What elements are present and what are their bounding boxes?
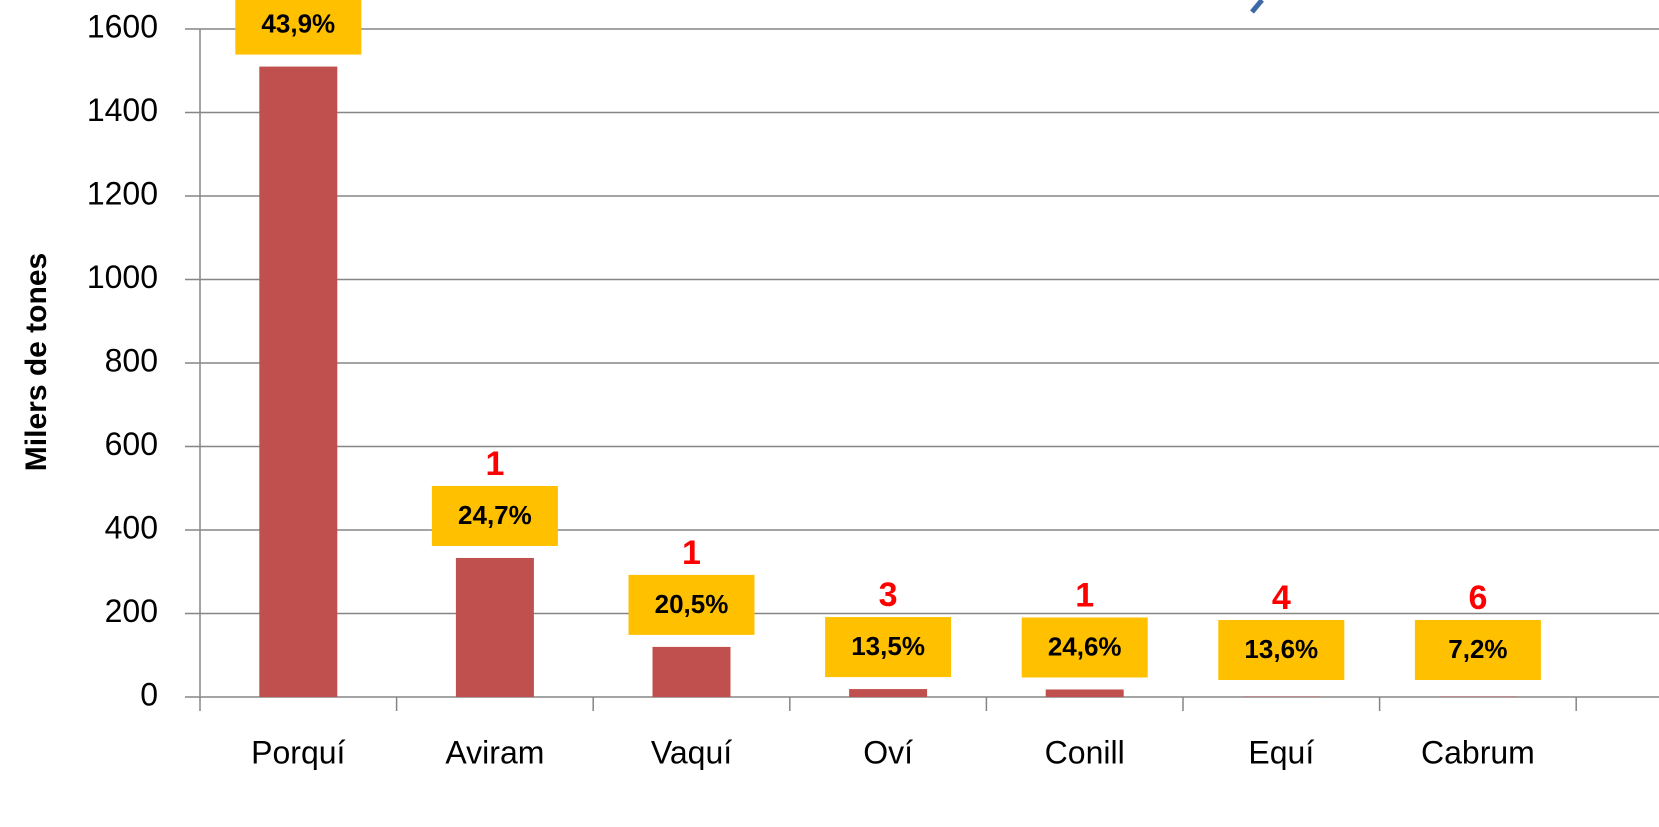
y-tick-label: 1000 bbox=[87, 259, 158, 295]
y-tick-label: 1600 bbox=[87, 8, 158, 44]
bar bbox=[1046, 689, 1124, 697]
bar bbox=[849, 689, 927, 697]
arrow-fragment bbox=[1252, 0, 1262, 12]
x-tick-label: Cabrum bbox=[1421, 734, 1535, 770]
rank-label: 1 bbox=[1075, 576, 1094, 614]
annotation: 20,5% bbox=[655, 589, 729, 619]
rank-label: 4 bbox=[1272, 579, 1291, 617]
y-tick-label: 1200 bbox=[87, 175, 158, 211]
y-axis-title: Milers de tones bbox=[20, 253, 53, 471]
x-tick-label: Equí bbox=[1248, 734, 1314, 770]
y-tick-label: 1400 bbox=[87, 92, 158, 128]
rank-label: 6 bbox=[1468, 579, 1487, 617]
x-tick-label: Vaquí bbox=[651, 734, 732, 770]
bar bbox=[259, 67, 337, 697]
x-tick-label: Porquí bbox=[251, 734, 345, 770]
y-tick-label: 0 bbox=[140, 676, 158, 712]
annotation: 13,5% bbox=[851, 631, 925, 661]
y-tick-label: 400 bbox=[105, 509, 158, 545]
rank-label: 3 bbox=[879, 576, 898, 614]
rank-label: 1 bbox=[682, 534, 701, 572]
annotation: 24,6% bbox=[1048, 631, 1122, 661]
annotation: 13,6% bbox=[1244, 634, 1318, 664]
y-tick-label: 600 bbox=[105, 426, 158, 462]
annotation: 43,9% bbox=[261, 8, 335, 38]
annotation: 24,7% bbox=[458, 500, 532, 530]
x-tick-label: Conill bbox=[1045, 734, 1125, 770]
rank-label: 1 bbox=[485, 445, 504, 483]
bar bbox=[653, 647, 731, 697]
x-tick-label: Oví bbox=[863, 734, 913, 770]
y-tick-label: 800 bbox=[105, 342, 158, 378]
annotation: 7,2% bbox=[1448, 634, 1507, 664]
bar bbox=[456, 558, 534, 697]
x-tick-label: Aviram bbox=[445, 734, 544, 770]
y-tick-label: 200 bbox=[105, 593, 158, 629]
